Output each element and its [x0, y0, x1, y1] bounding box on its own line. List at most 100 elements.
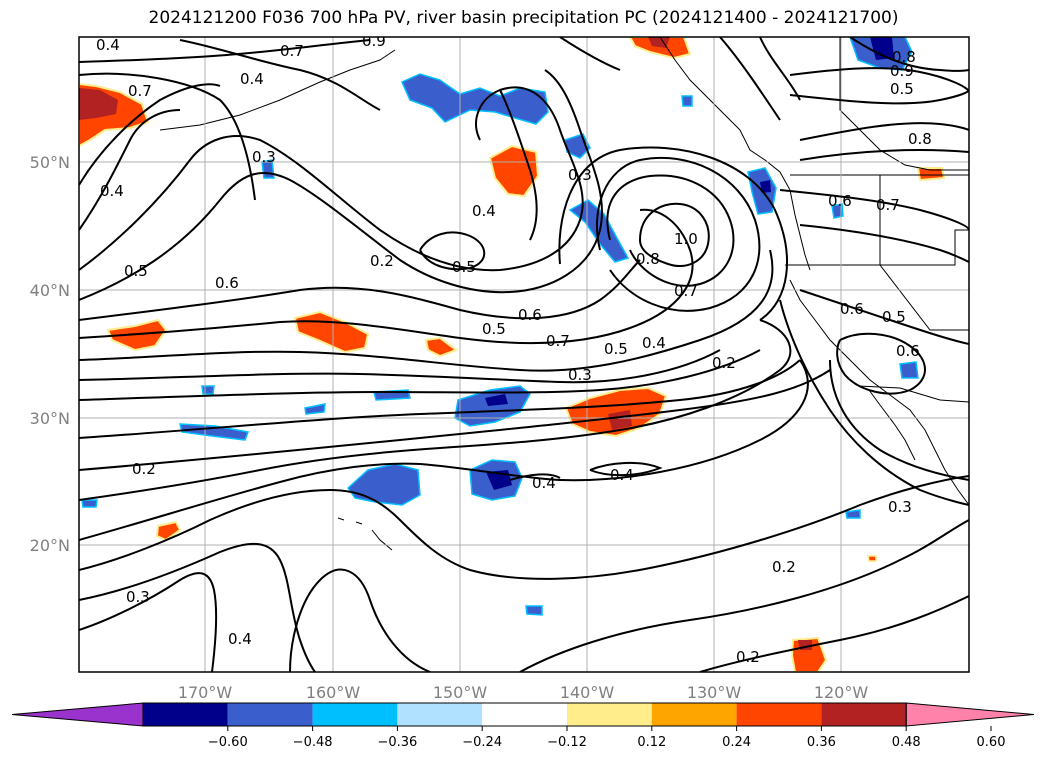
lat-tick-label: 50°N: [30, 153, 70, 172]
contour-label: 0.7: [674, 282, 698, 300]
contour-label: 0.2: [772, 558, 796, 576]
colorbar-tick-label: −0.48: [293, 735, 333, 750]
contour-label: 0.5: [124, 262, 148, 280]
contour-label: 0.4: [532, 474, 556, 492]
precip-negative-area: [81, 499, 98, 508]
lat-tick-label: 20°N: [30, 536, 70, 555]
precip-negative-area: [681, 95, 693, 107]
colorbar-tick-label: −0.12: [547, 735, 587, 750]
precip-positive-area: [867, 555, 877, 562]
precip-negative-area: [760, 180, 771, 193]
contour-label: 0.4: [240, 70, 264, 88]
contour-label: 0.2: [736, 648, 760, 666]
colorbar-segment: [651, 703, 737, 726]
precip-negative-area: [525, 605, 543, 616]
contour-label: 0.2: [712, 354, 736, 372]
precip-negative-area: [304, 403, 326, 415]
contour-label: 0.9: [890, 62, 914, 80]
colorbar-tick-label: −0.36: [377, 735, 417, 750]
contour-label: 0.3: [252, 148, 276, 166]
contour-label: 0.4: [96, 36, 120, 54]
colorbar-segment: [397, 703, 483, 726]
precip-negative-area: [485, 394, 508, 406]
precip-positive-area: [916, 167, 946, 182]
precip-negative-area: [347, 463, 421, 506]
contour-label: 0.4: [610, 466, 634, 484]
contour-label: 0.7: [128, 82, 152, 100]
contour-label: 0.5: [890, 80, 914, 98]
lon-tick-labels: 170°W 160°W 150°W 140°W 130°W 120°W: [178, 683, 869, 702]
precip-positive-area: [648, 37, 670, 48]
contour-label: 0.4: [100, 182, 124, 200]
colorbar-tick-label: 0.60: [977, 735, 1006, 750]
lon-tick-label: 140°W: [560, 683, 615, 702]
contour-label: 0.3: [568, 166, 592, 184]
colorbar-segment: [143, 703, 228, 726]
contour-label: 0.5: [482, 320, 506, 338]
lon-tick-label: 120°W: [814, 683, 869, 702]
colorbar-tick-label: 0.24: [722, 735, 751, 750]
lat-tick-label: 40°N: [30, 281, 70, 300]
precip-positive-area: [424, 336, 459, 358]
colorbar-segment: [567, 703, 652, 726]
contour-label: 0.3: [568, 366, 592, 384]
precip-negative-area: [401, 73, 549, 125]
precip-positive-area: [155, 520, 182, 542]
contour-labels: 0.4 0.7 0.9 0.4 0.3 0.7 0.4 0.5 0.2 0.4 …: [96, 32, 932, 666]
contour-label: 0.5: [882, 308, 906, 326]
colorbar-tick-label: 0.36: [807, 735, 836, 750]
lon-tick-label: 160°W: [306, 683, 361, 702]
colorbar-segment: [482, 703, 567, 726]
colorbar-segment: [736, 703, 822, 726]
contour-label: 0.4: [472, 202, 496, 220]
colorbar-outline: [142, 702, 907, 727]
map-title: 2024121200 F036 700 hPa PV, river basin …: [148, 8, 899, 28]
contour-label: 0.7: [876, 196, 900, 214]
contour-label: 0.7: [280, 42, 304, 60]
contour-label: 0.6: [518, 306, 542, 324]
lon-tick-label: 130°W: [687, 683, 742, 702]
contour-label: 0.7: [546, 332, 570, 350]
precip-positive-area: [79, 88, 118, 120]
contour-label: 0.6: [828, 192, 852, 210]
colorbar: −0.60 −0.48 −0.36 −0.24 −0.12 0.12 0.24 0.36 0.4…: [11, 702, 1035, 750]
contour-label: 0.5: [452, 258, 476, 276]
colorbar-extend-low: [11, 702, 144, 727]
colorbar-tick-label: 0.48: [892, 735, 921, 750]
colorbar-segment: [821, 703, 907, 726]
map-panel: [79, 37, 969, 672]
contour-label: 0.6: [840, 300, 864, 318]
lon-tick-label: 170°W: [178, 683, 233, 702]
lat-tick-label: 30°N: [30, 409, 70, 428]
precip-positive-area: [564, 386, 668, 438]
precip-negative-area: [179, 423, 250, 441]
precip-negative-area: [831, 203, 844, 219]
contour-label: 0.4: [642, 334, 666, 352]
contour-label: 0.6: [896, 342, 920, 360]
contour-label: 0.8: [908, 130, 932, 148]
contour-label: 0.2: [370, 252, 394, 270]
precip-negative-area: [870, 37, 894, 60]
contour-label: 0.4: [228, 630, 252, 648]
contour-label: 0.3: [888, 498, 912, 516]
precip-negative-area: [201, 385, 215, 395]
colorbar-segment: [312, 703, 398, 726]
precip-negative-area: [845, 509, 861, 519]
contour-label: 0.3: [126, 588, 150, 606]
pv-contours: [79, 37, 969, 672]
colorbar-tick-label: 0.12: [637, 735, 666, 750]
lat-tick-labels: 50°N 40°N 30°N 20°N: [30, 153, 70, 555]
contour-label: 0.5: [604, 340, 628, 358]
contour-label: 0.6: [215, 274, 239, 292]
precip-positive-area: [608, 410, 632, 430]
contour-label: 0.8: [636, 250, 660, 268]
colorbar-extend-high: [905, 702, 1035, 727]
precip-negative-area: [899, 361, 919, 379]
contour-label: 1.0: [674, 230, 698, 248]
lon-tick-label: 150°W: [433, 683, 488, 702]
contour-label: 0.2: [132, 460, 156, 478]
contour-label: 0.9: [362, 32, 386, 50]
colorbar-tick-label: −0.24: [462, 735, 502, 750]
colorbar-tick-label: −0.60: [208, 735, 248, 750]
